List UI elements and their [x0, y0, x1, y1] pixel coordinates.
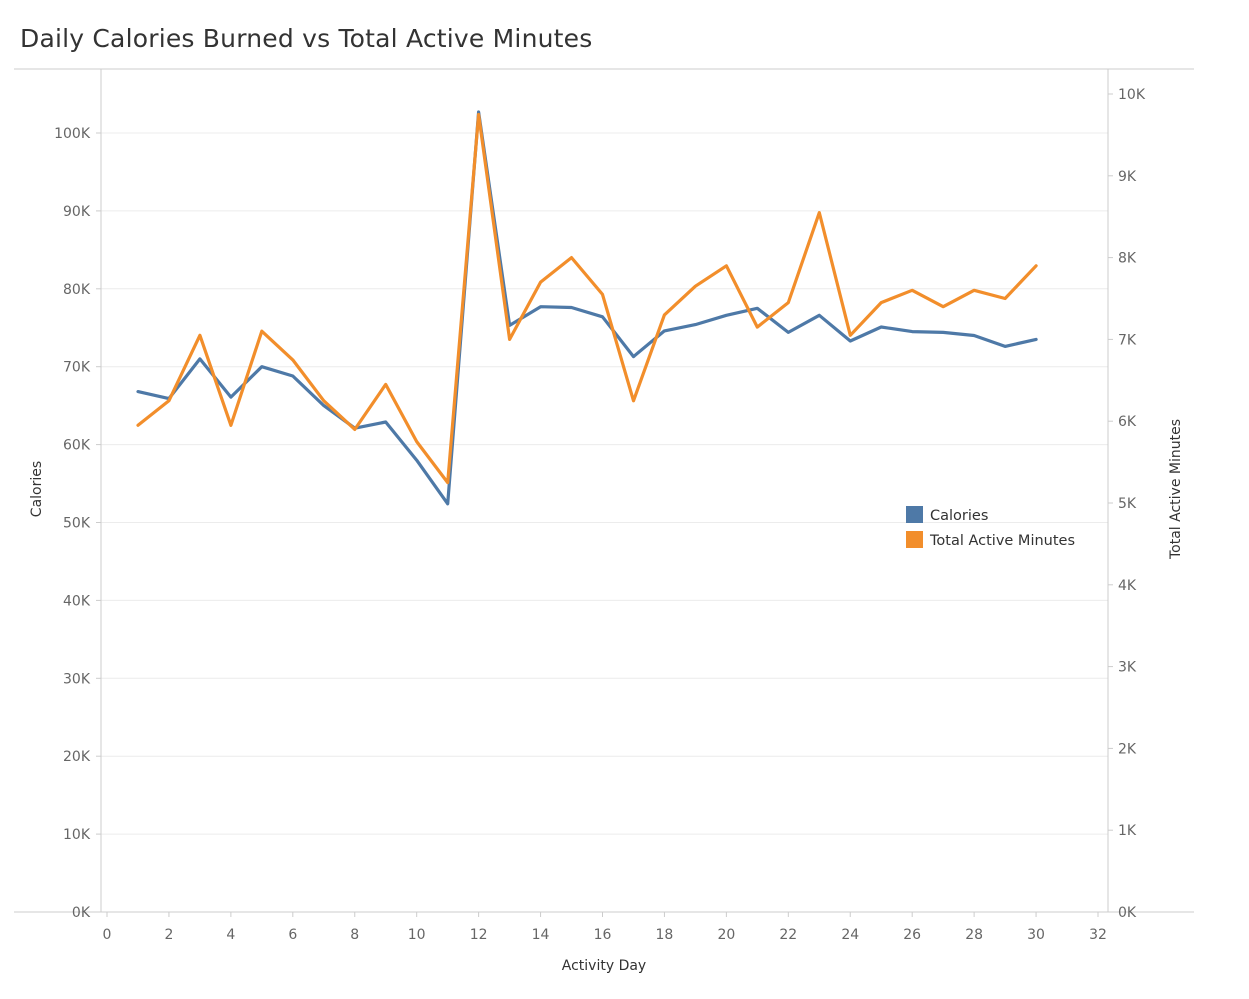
x-tick-label: 4 — [226, 927, 235, 943]
y-tick-label: 50K — [63, 516, 91, 532]
y2-tick-label: 10K — [1118, 87, 1146, 103]
x-axis-ticks: 0 2 4 6 8 10 12 14 16 18 20 22 24 26 28 30 32 — [103, 912, 1107, 943]
y2-tick-label: 9K — [1118, 169, 1137, 185]
y-axis-title: Calories — [29, 461, 45, 517]
x-tick-label: 22 — [779, 927, 797, 943]
y2-tick-label: 7K — [1118, 332, 1137, 348]
y2-tick-label: 5K — [1118, 496, 1137, 512]
y2-tick-label: 8K — [1118, 251, 1137, 267]
left-axis-ticks: 0K 10K 20K 30K 40K 50K 60K 70K 80K 90K 100K — [54, 126, 101, 921]
x-tick-label: 6 — [288, 927, 297, 943]
x-tick-label: 20 — [717, 927, 735, 943]
y-tick-label: 60K — [63, 438, 91, 454]
y-tick-label: 30K — [63, 671, 91, 687]
x-tick-label: 26 — [903, 927, 921, 943]
x-tick-label: 0 — [103, 927, 112, 943]
series-lines — [136, 110, 1038, 506]
x-tick-label: 16 — [594, 927, 612, 943]
y2-tick-label: 3K — [1118, 660, 1137, 676]
y2-tick-label: 6K — [1118, 414, 1137, 430]
x-tick-label: 8 — [350, 927, 359, 943]
y-tick-label: 20K — [63, 749, 91, 765]
x-tick-label: 28 — [965, 927, 983, 943]
y2-tick-label: 2K — [1118, 741, 1137, 757]
y-tick-label: 0K — [72, 905, 91, 921]
legend-swatch — [906, 531, 923, 548]
y-tick-label: 10K — [63, 827, 91, 843]
y-tick-label: 70K — [63, 360, 91, 376]
chart-title: Daily Calories Burned vs Total Active Mi… — [20, 24, 593, 53]
x-tick-label: 10 — [408, 927, 426, 943]
legend-label: Total Active Minutes — [929, 533, 1075, 549]
y2-axis-title: Total Active Minutes — [1168, 419, 1184, 560]
gridlines — [101, 132, 1108, 835]
x-tick-label: 30 — [1027, 927, 1045, 943]
legend-label: Calories — [930, 508, 988, 524]
legend-swatch — [906, 506, 923, 523]
y-tick-label: 90K — [63, 204, 91, 220]
y2-tick-label: 0K — [1118, 905, 1137, 921]
y-tick-label: 100K — [54, 126, 91, 142]
x-tick-label: 12 — [470, 927, 488, 943]
y-tick-label: 40K — [63, 593, 91, 609]
x-tick-label: 24 — [841, 927, 859, 943]
series-line-total-active-minutes — [136, 112, 1038, 485]
y2-tick-label: 1K — [1118, 823, 1137, 839]
x-tick-label: 14 — [532, 927, 550, 943]
series-line-calories — [136, 110, 1038, 506]
x-axis-title: Activity Day — [562, 958, 646, 974]
legend: Calories Total Active Minutes — [906, 506, 1075, 549]
chart-frame — [14, 68, 1194, 913]
x-tick-label: 32 — [1089, 927, 1107, 943]
x-tick-label: 2 — [164, 927, 173, 943]
right-axis-ticks: 0K 1K 2K 3K 4K 5K 6K 7K 8K 9K 10K — [1108, 87, 1146, 921]
y-tick-label: 80K — [63, 282, 91, 298]
y2-tick-label: 4K — [1118, 578, 1137, 594]
x-tick-label: 18 — [656, 927, 674, 943]
